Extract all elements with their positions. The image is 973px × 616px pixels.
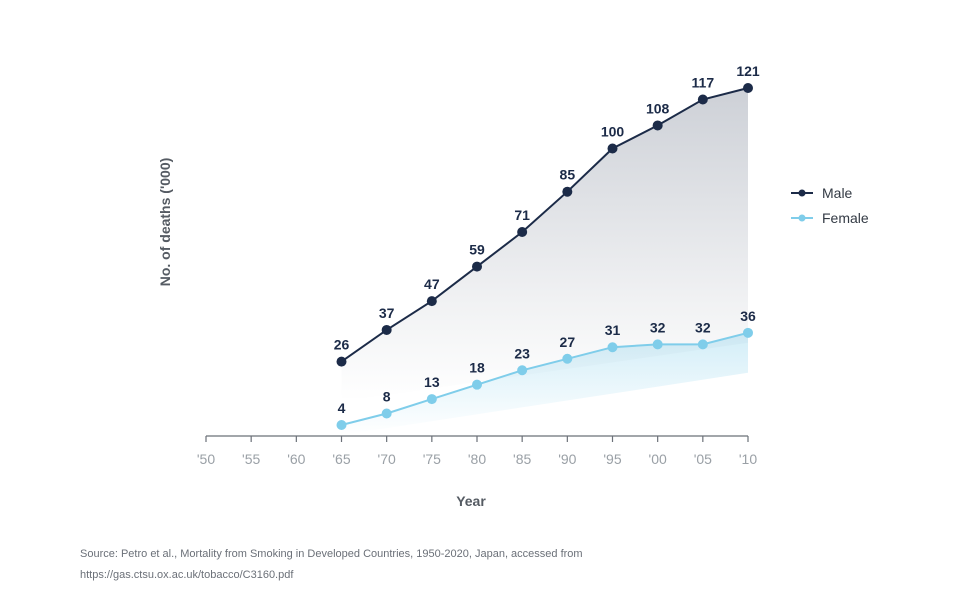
point-female [426,394,437,405]
legend-marker-female [798,214,806,222]
point-male [652,120,663,131]
x-tick-label: '85 [513,451,531,467]
data-label-male: 117 [692,75,715,91]
legend-label-male: Male [822,185,853,201]
data-label-female: 32 [650,319,666,335]
data-label-female: 32 [695,319,711,335]
data-label-female: 13 [424,374,440,390]
data-label-female: 8 [383,388,391,404]
area-male [341,88,748,402]
series-line-male [340,87,749,363]
data-label-male: 59 [469,242,485,258]
x-tick-label: '80 [468,451,486,467]
legend-item-male: Male [791,185,853,201]
data-label-male: 37 [379,305,395,321]
x-tick-label: '90 [558,451,576,467]
legend-item-female: Female [791,210,869,226]
data-label-female: 23 [514,345,530,361]
data-label-female: 18 [469,360,485,376]
point-male [426,296,437,307]
data-label-female: 31 [605,322,621,338]
point-female [562,353,573,364]
point-male [562,186,573,197]
point-female [607,342,618,353]
point-female [517,365,528,376]
data-label-male: 47 [424,276,440,292]
data-label-male: 100 [601,123,625,139]
series-line-female [341,331,749,426]
x-tick-label: '05 [694,451,712,467]
x-tick-label: '55 [242,451,260,467]
point-female [381,408,392,419]
data-label-male: 71 [514,207,530,223]
source-url: https://gas.ctsu.ox.ac.uk/tobacco/C3160.… [80,569,294,581]
point-male [381,324,392,335]
data-label-male: 108 [646,100,670,116]
x-tick-label: '10 [739,451,757,467]
data-label-male: 85 [560,167,576,183]
x-tick-label: '60 [287,451,305,467]
x-tick-label: '65 [332,451,350,467]
point-male [743,83,753,93]
point-male [607,143,618,154]
data-label-male: 121 [736,63,760,79]
data-label-female: 4 [338,400,346,416]
area-female [341,332,748,435]
x-axis-title: Year [456,493,486,509]
data-label-female: 27 [560,334,576,350]
source-note: Source: Petro et al., Mortality from Smo… [80,544,780,586]
x-tick-label: '00 [649,451,667,467]
x-tick-label: '75 [423,451,441,467]
point-female [697,339,708,350]
point-female [652,339,663,350]
x-tick-label: '70 [378,451,396,467]
line-chart: '50'55'60'65'70'75'80'85'90'95'00'05'10 … [157,63,869,509]
point-male [336,356,347,367]
point-female [472,379,482,390]
point-male [697,94,708,105]
source-line-1: Source: Petro et al., Mortality from Smo… [80,548,583,560]
legend-label-female: Female [822,210,869,226]
point-male [517,227,528,238]
point-female [336,420,347,430]
legend-marker-male [798,189,806,197]
x-tick-label: '95 [603,451,621,467]
data-label-male: 26 [334,337,350,353]
y-axis-title: No. of deaths ('000) [157,158,173,287]
data-label-female: 36 [740,308,756,324]
point-male [472,261,482,272]
x-tick-label: '50 [197,451,215,467]
point-female [743,327,753,338]
legend: Male Female [791,185,869,226]
